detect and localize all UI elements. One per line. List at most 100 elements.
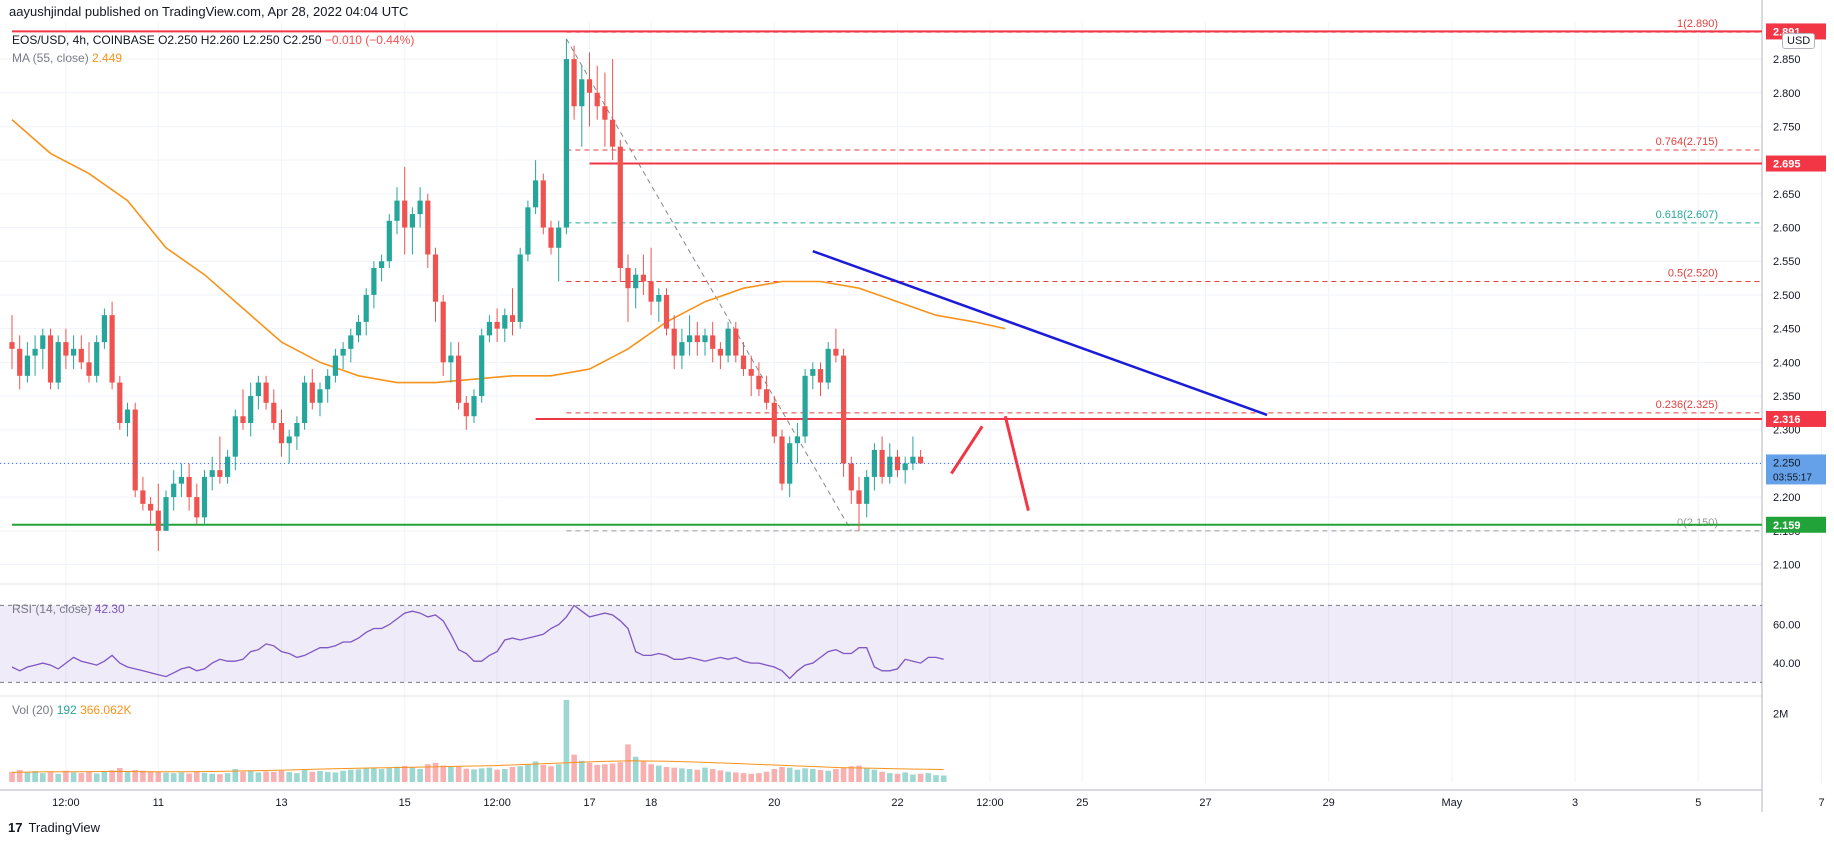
candle-body — [171, 483, 177, 498]
volume-bar — [70, 772, 77, 782]
volume-bar — [417, 769, 423, 782]
countdown-label: 03:55:17 — [1773, 472, 1812, 483]
ma-legend[interactable]: MA (55, close) 2.449 — [12, 51, 122, 65]
candle-body — [517, 254, 523, 322]
volume-bar — [887, 773, 893, 782]
x-tick-label: May — [1442, 797, 1463, 809]
volume-bar — [902, 772, 908, 782]
ma55-line — [11, 119, 1006, 384]
volume-bar — [109, 770, 115, 782]
volume-bar — [802, 768, 808, 782]
candle-body — [332, 355, 338, 376]
ohlc-close: C2.250 — [282, 33, 322, 47]
volume-bar — [940, 775, 947, 782]
volume-bar — [632, 756, 639, 782]
volume-bar — [448, 766, 454, 782]
candle-body — [479, 335, 485, 397]
candle-body — [340, 348, 346, 356]
volume-bar — [871, 769, 878, 782]
volume-bar — [733, 772, 739, 782]
candle-body — [910, 456, 916, 464]
volume-value: 192 — [56, 703, 77, 717]
ohlc-change: −0.010 (−0.44%) — [324, 33, 415, 47]
candle-body — [856, 490, 862, 504]
candle-body — [918, 456, 924, 464]
volume-bar — [686, 769, 693, 782]
candle-body — [848, 463, 854, 491]
candle-body — [486, 321, 492, 336]
candle-body — [240, 416, 246, 423]
candle-body — [494, 321, 500, 329]
volume-bar — [748, 773, 754, 782]
volume-tick-label: 2M — [1773, 709, 1788, 721]
candle-body — [309, 382, 315, 403]
volume-legend[interactable]: Vol (20) 192 366.062K — [12, 703, 131, 717]
candle-body — [833, 348, 839, 356]
x-tick-label: 29 — [1323, 797, 1335, 809]
candle-body — [255, 382, 261, 397]
volume-bar — [340, 770, 346, 782]
volume-bar — [170, 773, 177, 782]
candle-body — [794, 436, 800, 444]
candle-body — [379, 261, 385, 268]
candle-body — [579, 79, 585, 107]
volume-bar — [617, 762, 624, 782]
volume-bar — [93, 773, 100, 782]
x-tick-label: 27 — [1199, 797, 1211, 809]
x-tick-label: 11 — [153, 797, 164, 809]
volume-bar — [786, 767, 793, 782]
candle-body — [109, 315, 115, 383]
volume-bar — [332, 772, 339, 782]
candle-body — [325, 375, 331, 390]
candle-body — [402, 200, 408, 228]
candle-body — [101, 315, 107, 343]
volume-bar — [117, 767, 123, 782]
candle-body — [586, 79, 593, 93]
candle-body — [817, 369, 824, 383]
volume-bar — [317, 771, 323, 782]
candle-body — [894, 456, 901, 471]
candle-body — [155, 510, 161, 531]
volume-bar — [309, 771, 316, 782]
candle-body — [571, 59, 577, 107]
volume-bar — [32, 771, 38, 782]
volume-bar — [232, 769, 239, 782]
volume-bar — [209, 773, 215, 782]
candle-body — [209, 470, 215, 477]
symbol-label[interactable]: EOS/USD, 4h, COINBASE — [12, 33, 155, 47]
volume-bar — [779, 766, 785, 782]
volume-bar — [55, 773, 61, 782]
y-tick-label: 2.800 — [1773, 88, 1801, 100]
x-tick-label: 15 — [399, 797, 411, 809]
candle-body — [55, 342, 61, 383]
candle-body — [117, 382, 123, 423]
volume-bar — [486, 767, 493, 782]
candle-body — [710, 335, 716, 349]
candle-body — [902, 463, 908, 471]
volume-label: Vol (20) — [12, 703, 54, 717]
fib-level-label: 0.764(2.715) — [1656, 136, 1718, 148]
currency-badge[interactable]: USD — [1782, 33, 1816, 49]
volume-bar — [247, 770, 254, 782]
volume-bar — [555, 764, 562, 782]
volume-bar — [609, 763, 616, 782]
volume-bar — [540, 764, 547, 782]
volume-bar — [47, 771, 54, 782]
candle-body — [456, 355, 462, 403]
candle-body — [787, 443, 793, 484]
volume-bar — [548, 766, 554, 782]
rsi-legend[interactable]: RSI (14, close) 42.30 — [12, 602, 125, 616]
volume-bar — [663, 766, 670, 782]
fib-level-label: 1(2.890) — [1677, 18, 1718, 30]
rsi-line — [11, 604, 944, 680]
x-tick-label: 25 — [1076, 797, 1088, 809]
volume-bar — [101, 771, 108, 782]
volume-bar — [740, 773, 747, 782]
candle-body — [232, 416, 238, 457]
volume-bar — [425, 764, 431, 782]
candle-body — [871, 449, 877, 477]
volume-bar — [16, 770, 23, 782]
candle-body — [633, 274, 639, 289]
volume-bar — [40, 773, 46, 782]
